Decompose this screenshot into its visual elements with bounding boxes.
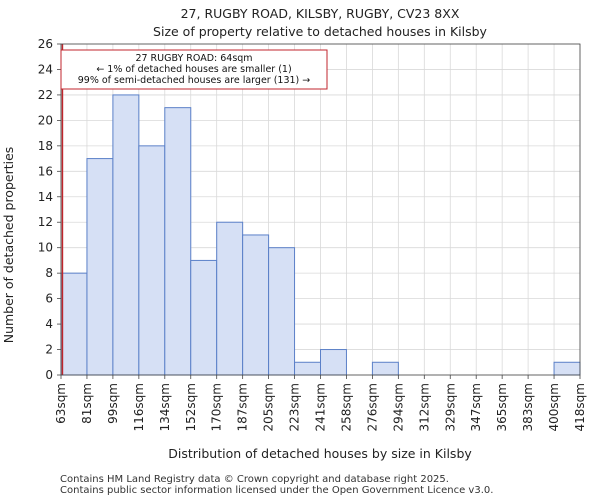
x-tick-label-2: 99sqm: [106, 383, 120, 424]
y-tick-label-6: 12: [38, 215, 53, 229]
footer-line-1: Contains HM Land Registry data © Crown c…: [60, 474, 449, 485]
x-tick-label-0: 63sqm: [54, 383, 68, 424]
bar-276sqm: [371, 361, 399, 376]
y-tick-label-2: 4: [45, 317, 53, 331]
annotation-box: 27 RUGBY ROAD: 64sqm ← 1% of detached ho…: [60, 49, 328, 90]
bar-223sqm: [294, 361, 321, 376]
bar-81sqm: [86, 158, 114, 376]
bar-116sqm: [138, 145, 166, 376]
x-tick-label-8: 205sqm: [262, 383, 276, 431]
bar-152sqm: [190, 259, 218, 376]
y-tick-label-0: 0: [45, 368, 53, 382]
x-tick-label-18: 383sqm: [521, 383, 535, 431]
y-tick-label-5: 10: [38, 241, 53, 255]
annotation-line-1: 27 RUGBY ROAD: 64sqm: [135, 53, 252, 64]
bar-63sqm: [60, 272, 88, 376]
chart-title: 27, RUGBY ROAD, KILSBY, RUGBY, CV23 8XX: [181, 6, 460, 21]
x-tick-label-11: 258sqm: [339, 383, 353, 431]
bars-group: [60, 94, 581, 376]
x-tick-label-19: 400sqm: [547, 383, 561, 431]
x-tick-label-5: 152sqm: [184, 383, 198, 431]
y-tick-label-4: 8: [45, 266, 53, 280]
y-tick-label-9: 18: [38, 139, 53, 153]
y-tick-label-10: 20: [38, 113, 53, 127]
bar-241sqm: [320, 349, 347, 376]
bar-170sqm: [216, 221, 244, 376]
x-tick-label-17: 365sqm: [495, 383, 509, 431]
y-axis-label: Number of detached properties: [1, 147, 16, 344]
plot-frame: [60, 43, 581, 376]
x-tick-label-9: 223sqm: [288, 383, 302, 431]
x-axis-ticks: 63sqm 81sqm 99sqm 116sqm 134sqm 152sqm 170sqm 1…: [54, 375, 587, 431]
x-tick-label-15: 329sqm: [443, 383, 457, 431]
x-tick-label-13: 294sqm: [391, 383, 405, 431]
annotation-line-2: ← 1% of detached houses are smaller (1): [96, 64, 291, 75]
x-tick-label-3: 116sqm: [132, 383, 146, 431]
x-tick-label-1: 81sqm: [80, 383, 94, 424]
x-tick-label-12: 276sqm: [365, 383, 379, 431]
x-tick-label-6: 170sqm: [210, 383, 224, 431]
chart-subtitle: Size of property relative to detached ho…: [153, 24, 488, 39]
x-axis-label: Distribution of detached houses by size …: [168, 446, 472, 461]
x-tick-label-4: 134sqm: [158, 383, 172, 431]
x-tick-label-7: 187sqm: [236, 383, 250, 431]
x-tick-label-20: 418sqm: [573, 383, 587, 431]
y-tick-label-1: 2: [45, 343, 53, 357]
bar-134sqm: [164, 107, 192, 376]
y-tick-label-3: 6: [45, 292, 53, 306]
annotation-line-3: 99% of semi-detached houses are larger (…: [78, 75, 311, 86]
x-tick-label-10: 241sqm: [314, 383, 328, 431]
y-tick-label-8: 16: [38, 164, 53, 178]
bar-205sqm: [268, 247, 296, 376]
bar-99sqm: [112, 94, 140, 376]
y-tick-label-13: 26: [38, 37, 53, 51]
annotation-frame: [60, 49, 328, 90]
y-tick-label-12: 24: [38, 62, 53, 76]
y-tick-label-11: 22: [38, 88, 53, 102]
x-tick-label-16: 347sqm: [469, 383, 483, 431]
y-tick-label-7: 14: [38, 190, 53, 204]
footer-line-2: Contains public sector information licen…: [60, 485, 494, 496]
bar-187sqm: [242, 234, 270, 376]
x-tick-label-14: 312sqm: [417, 383, 431, 431]
bar-400sqm: [553, 361, 581, 376]
